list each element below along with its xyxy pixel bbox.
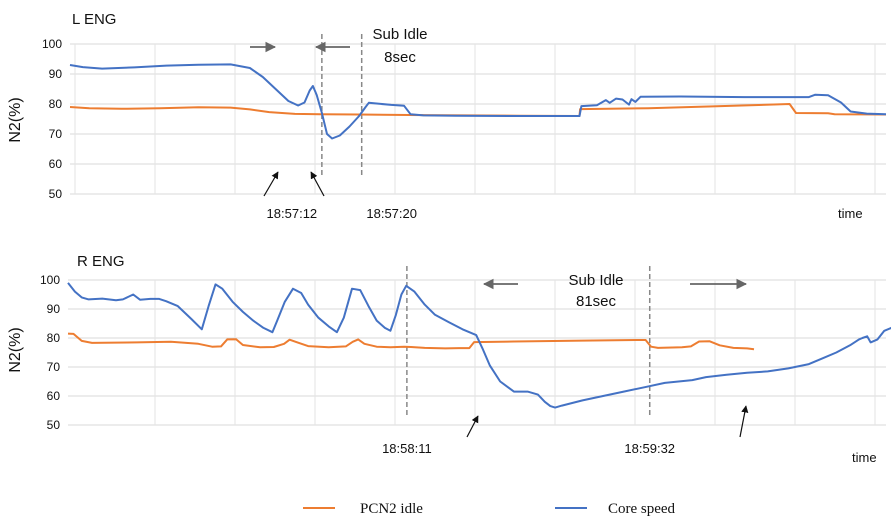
y-tick-label: 90 [49,67,63,81]
annotation-line1: Sub Idle [568,272,623,289]
y-axis-label: N2(%) [7,97,24,142]
y-tick-label: 100 [40,273,60,287]
annotation-line2: 81sec [576,293,617,310]
annotation-line1: Sub Idle [372,26,427,43]
chart-right-engine: R ENG N2(%) 100 90 80 70 60 50 18:58:11 18:59:… [7,253,891,465]
y-axis-label: N2(%) [7,327,24,372]
event-markers: 18:57:12 18:57:20 [263,34,417,221]
y-tick-label: 80 [47,331,61,345]
annotation-line2: 8sec [384,49,416,66]
legend: PCN2 idle Core speed [303,501,676,517]
event-markers: 18:58:11 18:59:32 [382,266,749,456]
y-tick-label: 90 [47,302,61,316]
series-group [69,63,887,140]
event-pointer-arrow [263,171,279,197]
y-tick-label: 50 [49,187,63,201]
grid [70,43,886,195]
event-time-label: 18:58:11 [382,441,432,456]
y-tick-label: 70 [47,360,61,374]
y-tick-labels: 100 90 80 70 60 50 [42,37,62,201]
chart-title: L ENG [72,11,116,28]
legend-label-pcn2-idle: PCN2 idle [360,501,423,517]
event-time-label: 18:59:32 [624,441,675,456]
x-axis-label: time [838,206,863,221]
y-tick-label: 50 [47,418,61,432]
y-tick-label: 100 [42,37,62,51]
y-tick-label: 80 [49,97,63,111]
event-pointer-arrow [310,171,325,197]
series-line-pcn2-idle [69,103,887,117]
y-tick-label: 60 [49,157,63,171]
grid [68,279,886,426]
event-pointer-arrow [466,415,479,438]
y-tick-label: 60 [47,389,61,403]
event-time-label: 18:57:20 [366,206,417,221]
series-line-core-speed [69,63,887,140]
event-time-label: 18:57:12 [267,206,318,221]
series-group [67,282,891,409]
y-tick-labels: 100 90 80 70 60 50 [40,273,60,432]
x-axis-label: time [852,450,877,465]
legend-label-core-speed: Core speed [608,501,676,517]
event-pointer-arrow [739,405,749,438]
chart-title: R ENG [77,253,125,270]
y-tick-label: 70 [49,127,63,141]
series-line-pcn2-idle [67,332,755,351]
series-line-core-speed [67,282,891,409]
